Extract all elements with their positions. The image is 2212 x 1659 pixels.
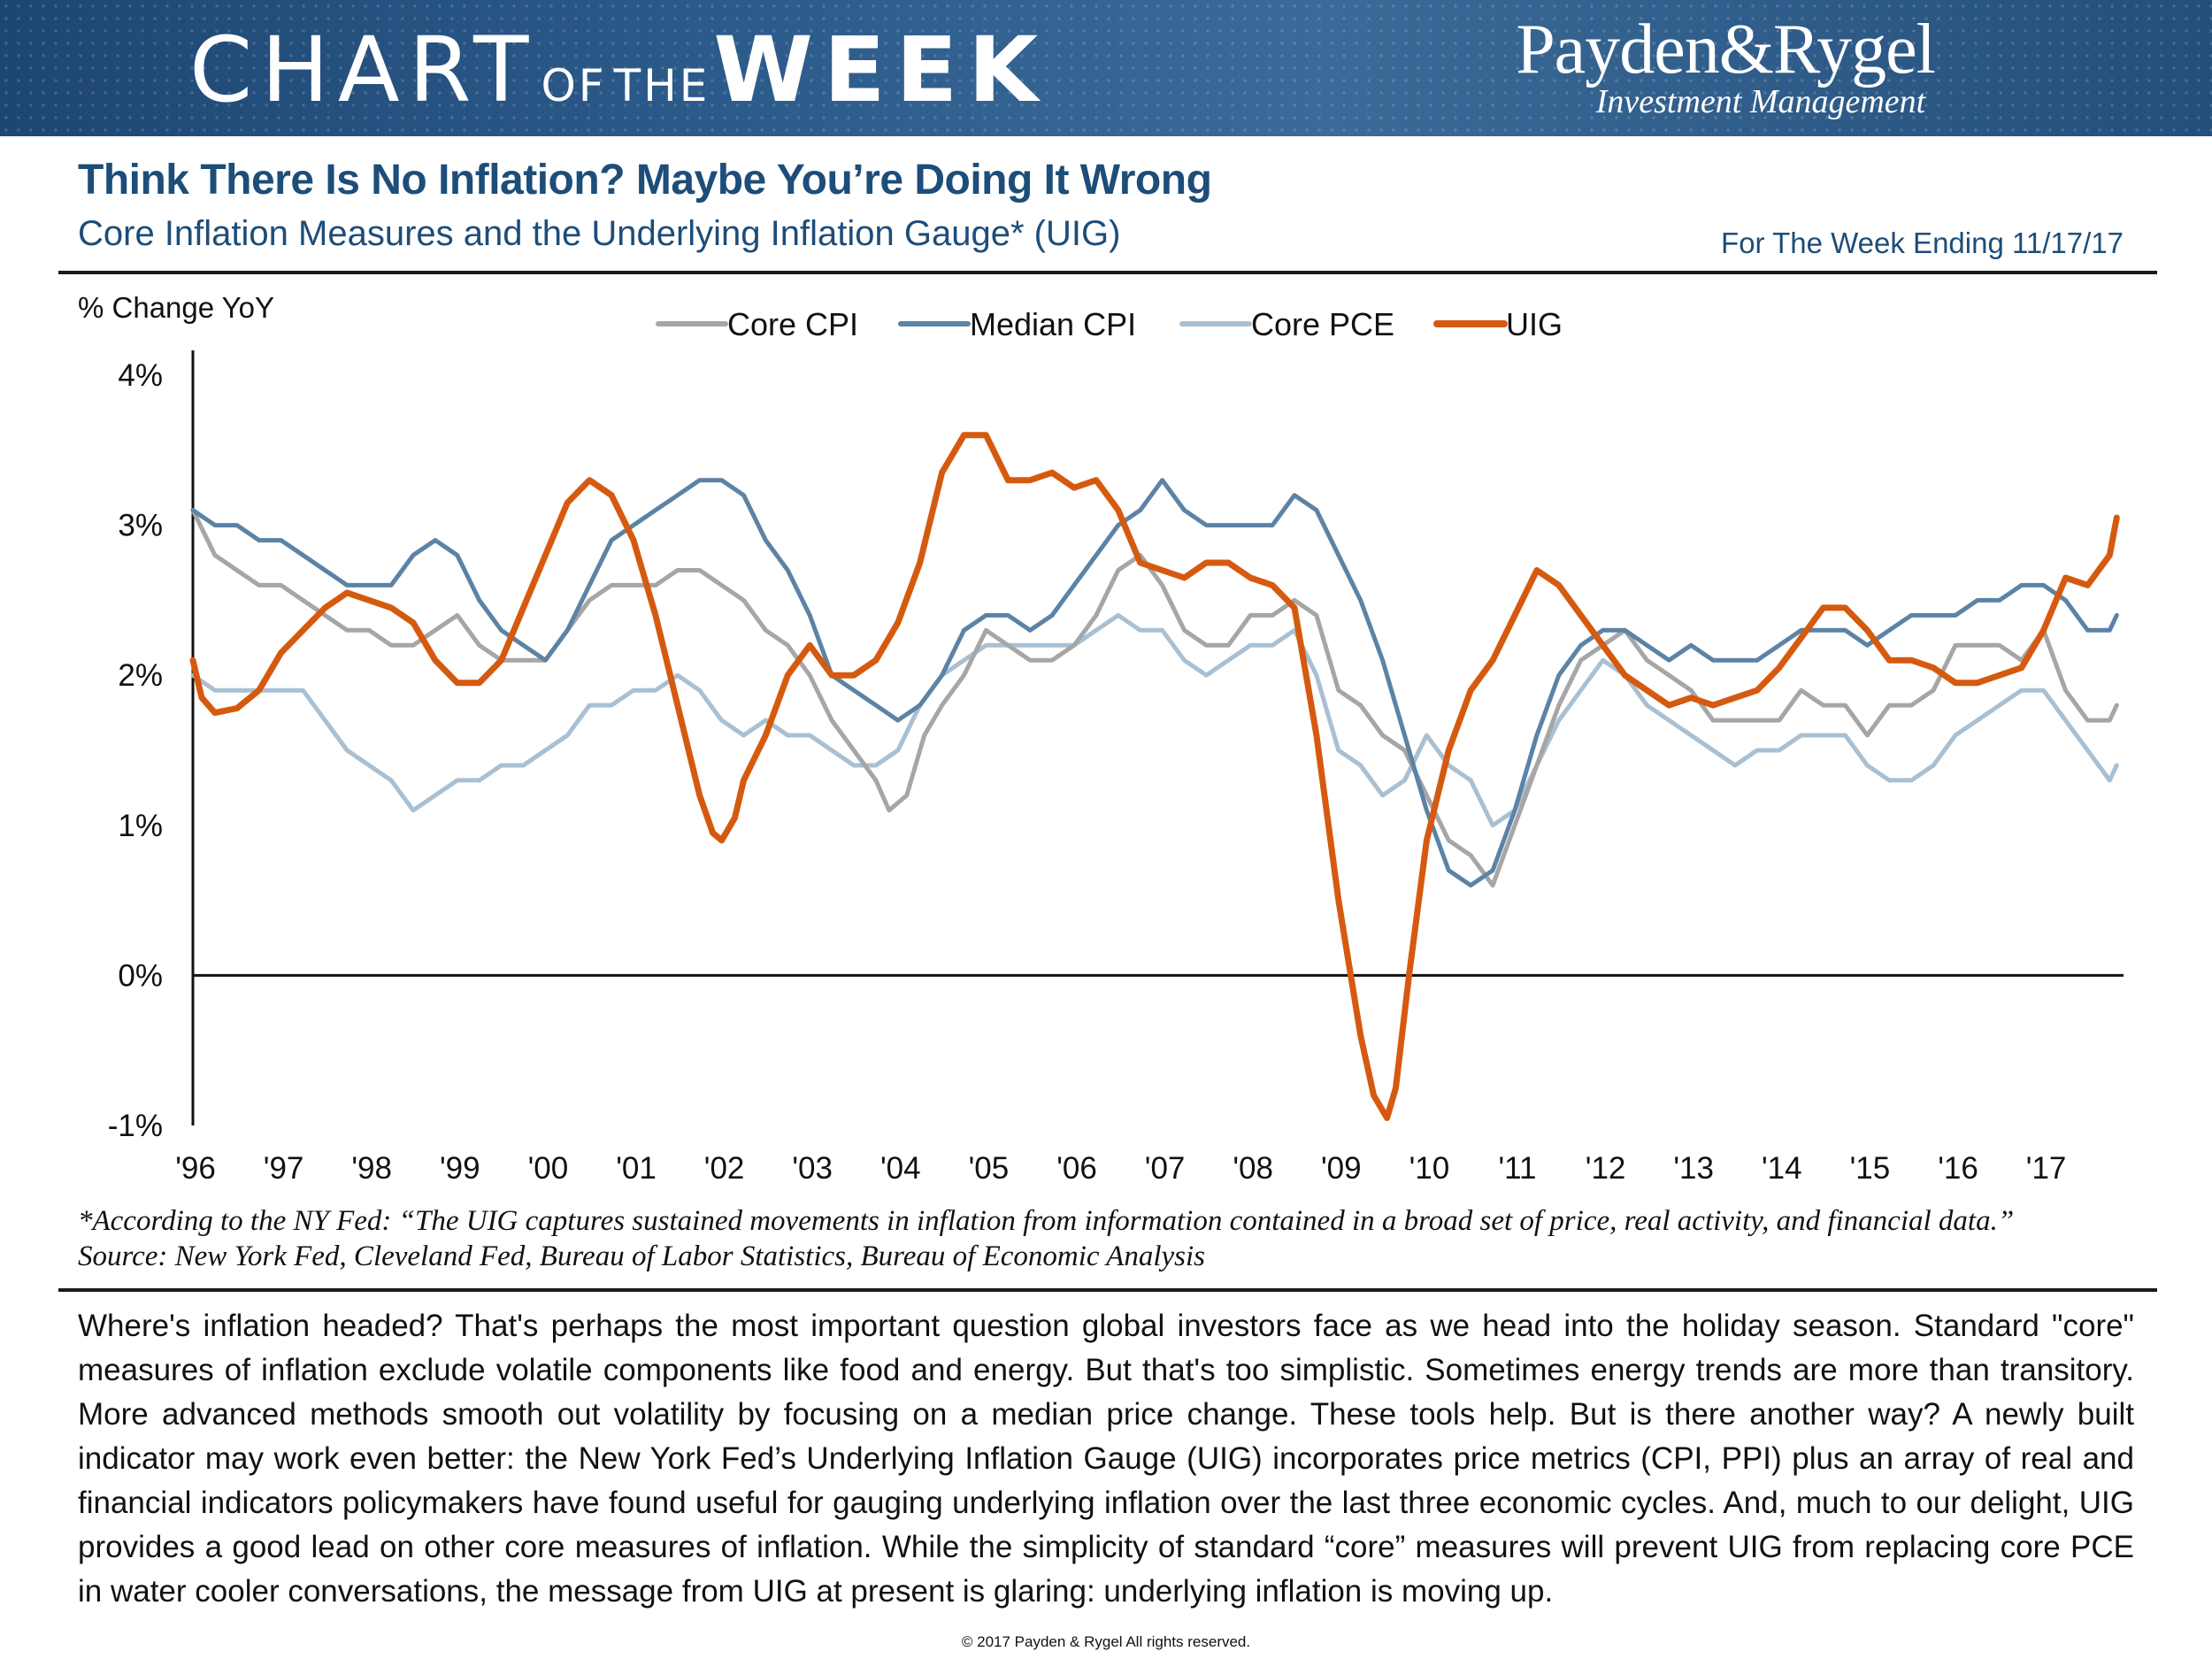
x-tick-label: '99 [440, 1151, 480, 1186]
x-tick-label: '14 [1762, 1151, 1802, 1186]
header-banner: CHART OF THE WEEK Payden&Rygel Investmen… [0, 0, 2212, 136]
chart-of-the-week-title: CHART OF THE WEEK [189, 18, 1048, 123]
legend-label-uig: UIG [1506, 306, 1563, 342]
x-tick-label: '10 [1409, 1151, 1450, 1186]
company-logo: Payden&Rygel Investment Management [1495, 12, 1955, 119]
x-tick-label: '12 [1586, 1151, 1626, 1186]
top-divider [58, 271, 2157, 274]
x-tick-label: '05 [969, 1151, 1010, 1186]
x-tick-label: '04 [880, 1151, 921, 1186]
banner-word-of: OF [541, 60, 607, 111]
page-subtitle: Core Inflation Measures and the Underlyi… [78, 214, 1121, 253]
x-tick-label: '97 [264, 1151, 304, 1186]
page-title: Think There Is No Inflation? Maybe You’r… [78, 157, 1212, 204]
x-tick-label: '09 [1321, 1151, 1362, 1186]
footnote-definition: *According to the NY Fed: “The UIG captu… [78, 1205, 2015, 1237]
commentary-paragraph: Where's inflation headed? That's perhaps… [78, 1309, 2134, 1609]
y-tick-label: 3% [118, 509, 163, 543]
x-tick-label: '01 [616, 1151, 657, 1186]
series-line-core-pce [190, 612, 2119, 828]
y-tick-label: -1% [108, 1109, 163, 1143]
legend-label-median-cpi: Median CPI [970, 306, 1136, 342]
chart-legend: Core CPI Median CPI Core PCE UIG [656, 306, 1563, 342]
x-tick-label: '96 [175, 1151, 216, 1186]
y-tick-label: 2% [118, 658, 163, 693]
x-tick-label: '07 [1145, 1151, 1186, 1186]
x-tick-label: '03 [792, 1151, 833, 1186]
logo-tagline: Investment Management [1595, 83, 1926, 120]
copyright-notice: © 2017 Payden & Rygel All rights reserve… [961, 1633, 1251, 1650]
x-tick-label: '08 [1233, 1151, 1273, 1186]
footnote-source: Source: New York Fed, Cleveland Fed, Bur… [78, 1240, 1206, 1272]
series-line-core-cpi [190, 508, 2119, 888]
x-tick-label: '17 [2026, 1151, 2067, 1186]
chart-series [189, 432, 2120, 1121]
x-tick-label: '16 [1938, 1151, 1978, 1186]
x-tick-label: '15 [1850, 1151, 1891, 1186]
y-tick-label: 1% [118, 809, 163, 843]
banner-dot-pattern [0, 0, 2212, 136]
chart-axes: 4% 3% 2% 1% 0% -1% '96 '97 '98 '99 '00 '01 '02 '03 '04… [108, 350, 2124, 1186]
x-tick-label: '00 [528, 1151, 569, 1186]
x-tick-label: '06 [1056, 1151, 1097, 1186]
chart-footnote: *According to the NY Fed: “The UIG captu… [78, 1203, 2014, 1274]
x-tick-label: '98 [351, 1151, 392, 1186]
legend-label-core-cpi: Core CPI [727, 306, 858, 342]
series-line-uig [189, 432, 2120, 1121]
logo-name: Payden&Rygel [1516, 11, 1936, 88]
y-axis-label: % Change YoY [78, 291, 274, 324]
banner-word-chart: CHART [189, 18, 538, 123]
y-tick-label: 4% [118, 358, 163, 393]
x-tick-label: '11 [1498, 1151, 1536, 1186]
banner-word-the: THE [613, 60, 710, 111]
x-tick-label: '02 [704, 1151, 745, 1186]
x-tick-label: '13 [1673, 1151, 1714, 1186]
bottom-divider [58, 1288, 2157, 1292]
inflation-line-chart: % Change YoY Core CPI Median CPI Core PCE U… [78, 291, 2124, 1186]
legend-label-core-pce: Core PCE [1251, 306, 1394, 342]
week-ending-date: For The Week Ending 11/17/17 [1721, 227, 2124, 259]
y-tick-label: 0% [118, 958, 163, 993]
banner-word-week: WEEK [713, 18, 1049, 123]
